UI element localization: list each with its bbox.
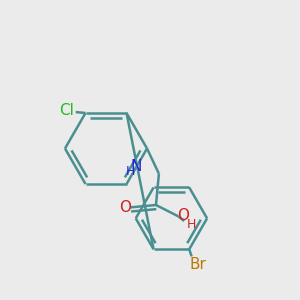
Text: O: O (119, 200, 131, 214)
Text: H: H (125, 165, 135, 178)
Text: H: H (187, 218, 196, 231)
Text: Br: Br (189, 256, 206, 272)
Text: O: O (177, 208, 189, 224)
Text: N: N (131, 159, 142, 174)
Text: Cl: Cl (59, 103, 74, 118)
